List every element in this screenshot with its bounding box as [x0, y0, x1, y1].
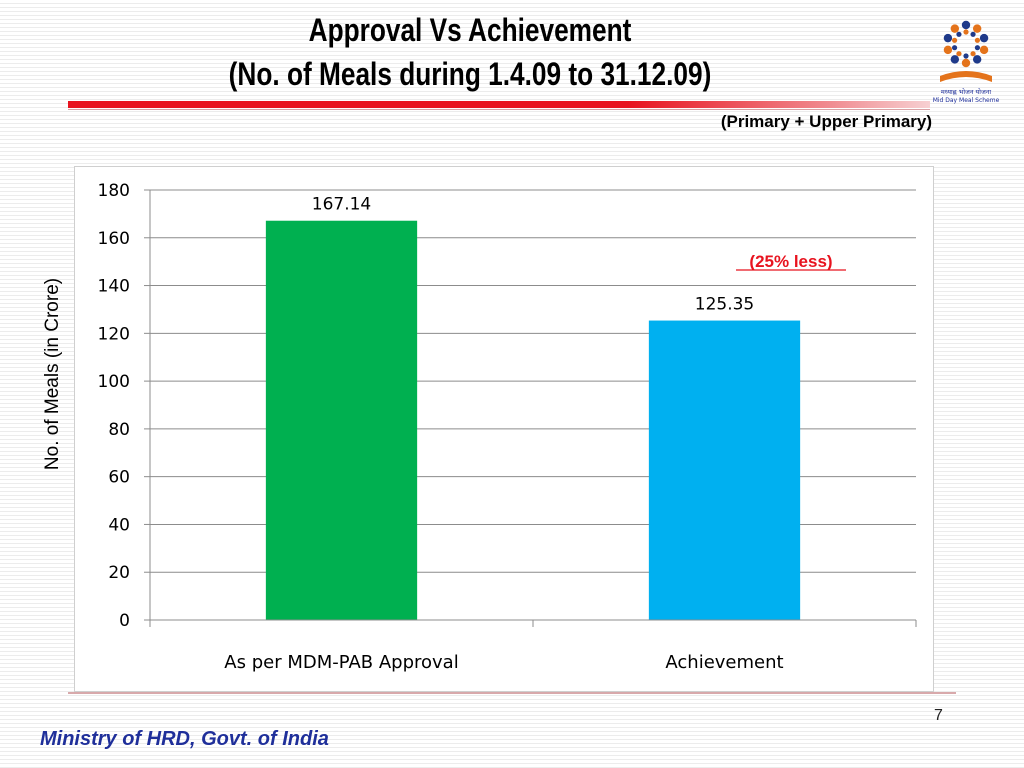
y-axis-label: No. of Meals (in Crore) [42, 278, 63, 470]
y-tick-label: 100 [98, 372, 130, 392]
title-line-1: Approval Vs Achievement [308, 12, 632, 48]
bar-data-label: 167.14 [312, 195, 371, 215]
y-tick-label: 160 [98, 229, 130, 249]
logo-caption-english: Mid Day Meal Scheme [933, 97, 1000, 104]
x-category-label: Achievement [665, 652, 783, 673]
y-tick-label: 60 [108, 468, 130, 488]
page-number: 7 [934, 707, 943, 724]
y-tick-label: 180 [98, 181, 130, 201]
logo-caption-hindi: मध्याह्न भोजन योजना [941, 88, 992, 96]
y-tick-label: 0 [119, 611, 130, 631]
slide-title: Approval Vs Achievement (No. of Meals du… [183, 8, 757, 96]
bar-approval [265, 220, 418, 620]
y-tick-label: 40 [108, 515, 130, 535]
mid-day-meal-logo-icon: मध्याह्न भोजन योजना Mid Day Meal Scheme [933, 20, 1000, 104]
bar-data-label: 125.35 [695, 295, 754, 315]
y-tick-label: 20 [108, 563, 130, 583]
y-tick-label: 140 [98, 277, 130, 297]
chart-subtitle: (Primary + Upper Primary) [720, 112, 932, 131]
title-divider-thin [68, 109, 930, 110]
y-tick-label: 120 [98, 324, 130, 344]
y-tick-label: 80 [108, 420, 130, 440]
title-line-2: (No. of Meals during 1.4.09 to 31.12.09) [228, 56, 712, 92]
bar-achievement [648, 320, 801, 620]
footer-ministry: Ministry of HRD, Govt. of India [40, 728, 329, 750]
panel-base-rule [68, 692, 956, 694]
x-category-label: As per MDM-PAB Approval [224, 652, 458, 673]
title-divider [68, 101, 930, 108]
annotation-25-less: (25% less) [749, 252, 832, 271]
